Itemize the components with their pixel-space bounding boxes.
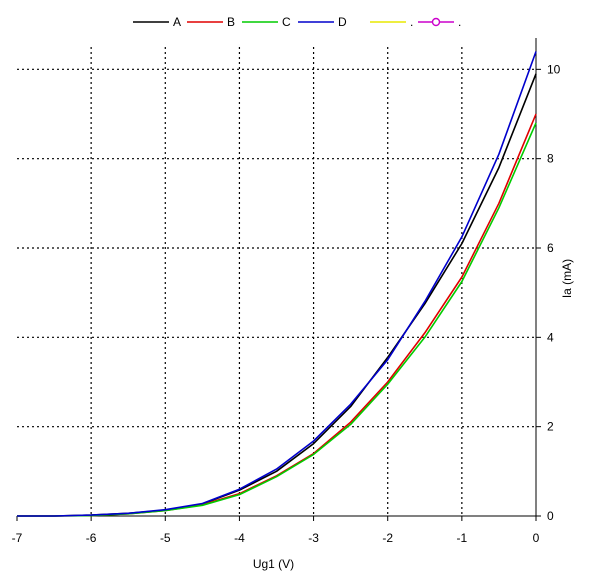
y-tick-label: 4: [547, 330, 554, 344]
x-tick-label: -4: [234, 531, 245, 545]
legend: A B C D..: [133, 15, 461, 29]
legend-label: .: [410, 15, 413, 29]
grid: [17, 47, 536, 516]
y-axis-title: Ia (mA): [560, 259, 574, 298]
y-ticks: 0 2 4 6 8 10: [536, 62, 561, 523]
series-line-d: [17, 51, 537, 517]
legend-label: C: [282, 15, 291, 29]
series-line-c: [17, 122, 537, 517]
x-ticks: -7 -6 -5 -4 -3 -2 -1 0: [12, 516, 540, 545]
x-tick-label: 0: [533, 531, 540, 545]
series-layer: [17, 51, 537, 517]
x-tick-label: -6: [86, 531, 97, 545]
legend-label: B: [227, 15, 235, 29]
y-tick-label: 2: [547, 420, 554, 434]
legend-label: D: [338, 15, 347, 29]
y-tick-label: 0: [547, 509, 554, 523]
legend-marker-icon: [431, 17, 441, 27]
x-tick-label: -5: [160, 531, 171, 545]
x-tick-label: -7: [12, 531, 23, 545]
x-tick-label: -3: [308, 531, 319, 545]
x-axis-title: Ug1 (V): [253, 557, 294, 571]
x-tick-label: -2: [382, 531, 393, 545]
y-tick-label: 10: [547, 62, 561, 76]
y-tick-label: 8: [547, 152, 554, 166]
series-line-a: [17, 73, 537, 517]
legend-label: A: [173, 15, 181, 29]
axes: [17, 38, 537, 517]
legend-label: .: [458, 15, 461, 29]
y-tick-label: 6: [547, 241, 554, 255]
series-line-b: [17, 113, 537, 517]
x-tick-label: -1: [457, 531, 468, 545]
